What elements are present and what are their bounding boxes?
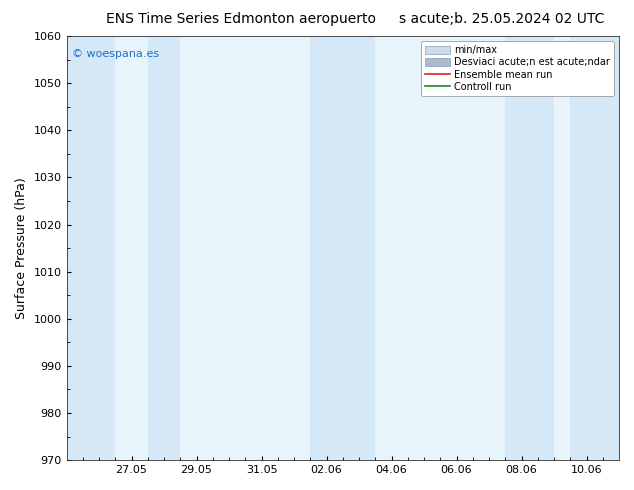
Bar <box>310 36 375 460</box>
Y-axis label: Surface Pressure (hPa): Surface Pressure (hPa) <box>15 177 28 319</box>
Text: ENS Time Series Edmonton aeropuerto: ENS Time Series Edmonton aeropuerto <box>106 12 376 26</box>
Bar <box>67 36 115 460</box>
Text: s acute;b. 25.05.2024 02 UTC: s acute;b. 25.05.2024 02 UTC <box>399 12 605 26</box>
Bar <box>148 36 180 460</box>
Text: © woespana.es: © woespana.es <box>72 49 159 59</box>
Bar <box>570 36 619 460</box>
Bar <box>505 36 554 460</box>
Legend: min/max, Desviaci acute;n est acute;ndar, Ensemble mean run, Controll run: min/max, Desviaci acute;n est acute;ndar… <box>422 41 614 96</box>
